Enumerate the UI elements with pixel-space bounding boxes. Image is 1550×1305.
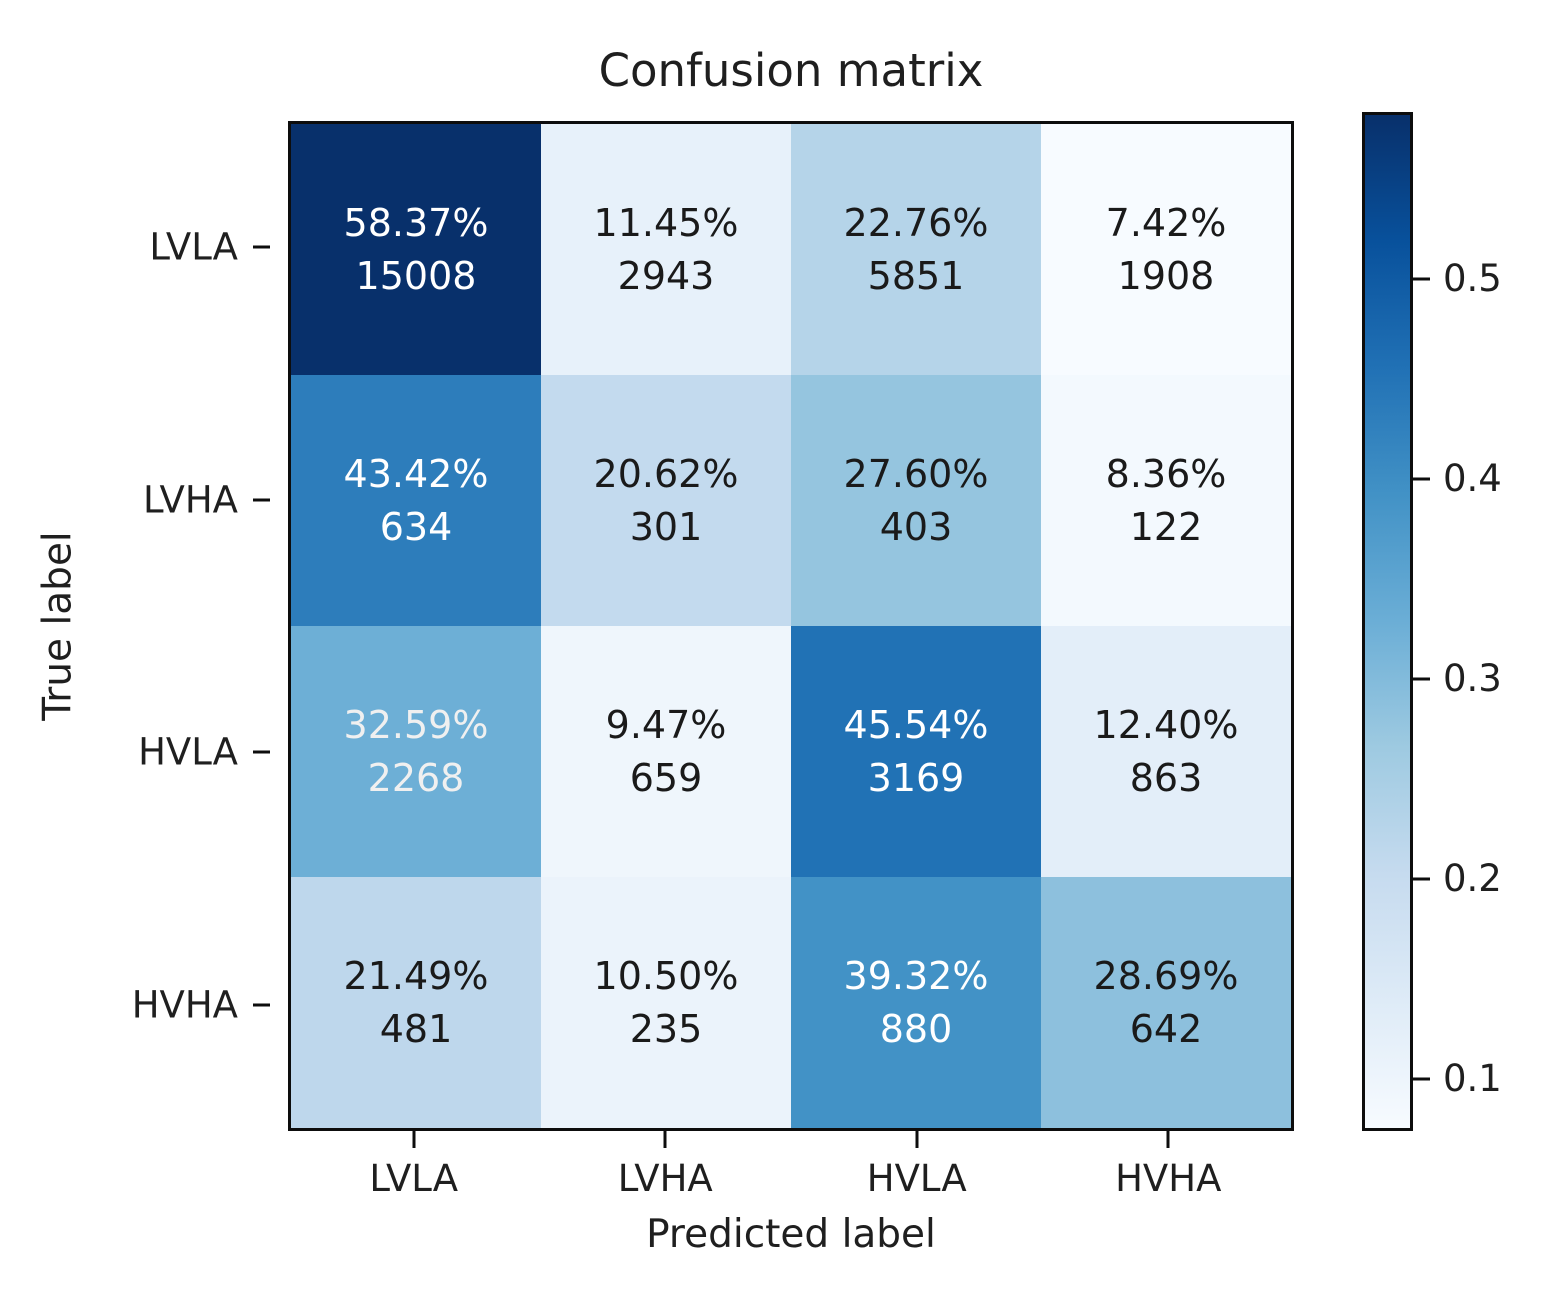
cell-percent: 11.45%: [593, 201, 739, 246]
cell-count: 403: [879, 504, 953, 549]
y-tick-label-LVLA: LVLA: [149, 225, 238, 269]
cell-percent: 58.37%: [343, 201, 489, 246]
y-tick-mark: [253, 750, 270, 754]
x-tick-mark: [915, 1131, 919, 1148]
y-tick-mark: [253, 245, 270, 249]
matrix-cell-HVLA-LVHA: 9.47% 659: [541, 626, 791, 877]
matrix-cell-LVLA-HVLA: 22.76% 5851: [791, 124, 1041, 375]
cell-percent: 20.62%: [593, 452, 739, 497]
matrix-cell-HVHA-HVHA: 28.69% 642: [1041, 877, 1291, 1128]
matrix-cell-LVHA-HVLA: 27.60% 403: [791, 375, 1041, 626]
chart-title: Confusion matrix: [598, 44, 984, 97]
cell-count: 634: [379, 504, 453, 549]
x-tick-mark: [663, 1131, 667, 1148]
matrix-cell-HVHA-LVLA: 21.49% 481: [291, 877, 541, 1128]
colorbar-tick-mark: [1413, 1077, 1430, 1081]
cell-count: 659: [629, 755, 703, 800]
cell-percent: 27.60%: [843, 452, 989, 497]
cell-count: 15008: [355, 253, 477, 298]
matrix-cell-HVHA-HVLA: 39.32% 880: [791, 877, 1041, 1128]
x-axis-label: Predicted label: [646, 1212, 936, 1257]
x-tick-label-HVHA: HVHA: [1115, 1157, 1222, 1200]
matrix-cell-LVHA-LVLA: 43.42% 634: [291, 375, 541, 626]
matrix-cell-LVLA-LVLA: 58.37% 15008: [291, 124, 541, 375]
matrix-cell-HVLA-HVLA: 45.54% 3169: [791, 626, 1041, 877]
cell-count: 122: [1129, 504, 1203, 549]
matrix-cell-HVLA-LVLA: 32.59% 2268: [291, 626, 541, 877]
cell-percent: 28.69%: [1093, 954, 1239, 999]
cell-count: 481: [379, 1006, 453, 1051]
cell-count: 1908: [1117, 253, 1215, 298]
matrix-cell-LVLA-LVHA: 11.45% 2943: [541, 124, 791, 375]
matrix-cell-HVLA-HVHA: 12.40% 863: [1041, 626, 1291, 877]
x-tick-label-LVHA: LVHA: [617, 1157, 713, 1200]
cell-percent: 22.76%: [843, 201, 989, 246]
cell-count: 301: [629, 504, 703, 549]
colorbar-tick-mark: [1413, 677, 1430, 681]
colorbar-ticks: 0.1 0.2 0.3 0.4 0.5: [1413, 112, 1550, 1131]
cell-percent: 12.40%: [1093, 703, 1239, 748]
cell-percent: 45.54%: [843, 703, 989, 748]
matrix-cell-LVHA-HVHA: 8.36% 122: [1041, 375, 1291, 626]
x-tick-mark: [412, 1131, 416, 1148]
colorbar: [1362, 112, 1413, 1131]
cell-percent: 8.36%: [1105, 452, 1227, 497]
cell-percent: 9.47%: [605, 703, 727, 748]
x-axis-ticks: LVLA LVHA HVLA HVHA: [288, 1131, 1294, 1221]
matrix-grid: 58.37% 15008 11.45% 2943 22.76% 5851 7.42% 1908…: [288, 121, 1294, 1131]
cell-percent: 21.49%: [343, 954, 489, 999]
x-tick-label-LVLA: LVLA: [369, 1157, 459, 1200]
x-tick-label-HVLA: HVLA: [866, 1157, 967, 1200]
y-tick-label-HVLA: HVLA: [138, 730, 238, 774]
cell-percent: 10.50%: [593, 954, 739, 999]
cell-count: 235: [629, 1006, 703, 1051]
y-tick-mark: [253, 498, 270, 502]
matrix-cell-LVLA-HVHA: 7.42% 1908: [1041, 124, 1291, 375]
cell-count: 880: [879, 1006, 953, 1051]
matrix-cell-HVHA-LVHA: 10.50% 235: [541, 877, 791, 1128]
cell-percent: 7.42%: [1105, 201, 1227, 246]
y-axis-ticks: LVLA LVHA HVLA HVHA: [0, 121, 288, 1131]
cell-count: 2943: [617, 253, 715, 298]
colorbar-tick-mark: [1413, 277, 1430, 281]
x-tick-mark: [1166, 1131, 1170, 1148]
cell-count: 3169: [867, 755, 965, 800]
cell-percent: 39.32%: [843, 954, 989, 999]
cell-count: 5851: [867, 253, 965, 298]
colorbar-tick-mark: [1413, 477, 1430, 481]
y-tick-mark: [253, 1003, 270, 1007]
cell-count: 2268: [367, 755, 465, 800]
colorbar-tick-mark: [1413, 877, 1430, 881]
cell-count: 863: [1129, 755, 1203, 800]
cell-percent: 32.59%: [343, 703, 489, 748]
cell-percent: 43.42%: [343, 452, 489, 497]
cell-count: 642: [1129, 1006, 1203, 1051]
y-tick-label-LVHA: LVHA: [143, 478, 238, 522]
y-tick-label-HVHA: HVHA: [131, 983, 238, 1027]
matrix-cell-LVHA-LVHA: 20.62% 301: [541, 375, 791, 626]
